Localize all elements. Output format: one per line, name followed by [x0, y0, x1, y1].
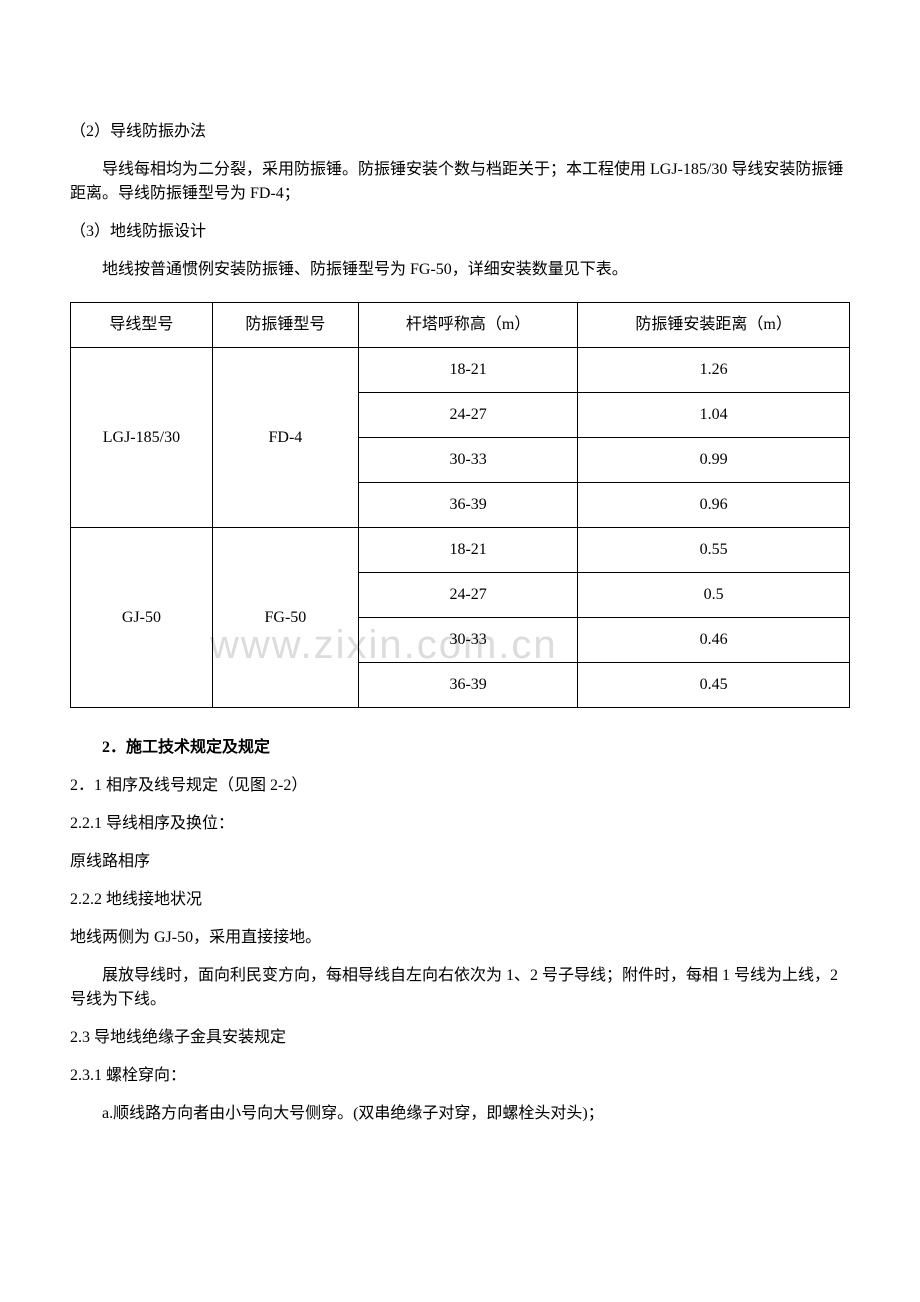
- table-cell-height: 30-33: [359, 438, 578, 483]
- table-header: 导线型号: [71, 303, 213, 348]
- table-cell-distance: 1.04: [578, 393, 850, 438]
- document-content: （2）导线防振办法 导线每相均为二分裂，采用防振锤。防振锤安装个数与档距关于；本…: [70, 120, 850, 1126]
- table-cell-distance: 0.5: [578, 573, 850, 618]
- table-cell-wire-model: LGJ-185/30: [71, 348, 213, 528]
- table-cell-height: 30-33: [359, 618, 578, 663]
- table-header: 防振锤安装距离（m）: [578, 303, 850, 348]
- damper-table: 导线型号 防振锤型号 杆塔呼称高（m） 防振锤安装距离（m） LGJ-185/3…: [70, 302, 850, 708]
- table-header-row: 导线型号 防振锤型号 杆塔呼称高（m） 防振锤安装距离（m）: [71, 303, 850, 348]
- paragraph-3-title: （3）地线防振设计: [70, 220, 850, 244]
- table-cell-damper-model: FD-4: [212, 348, 358, 528]
- section-2-3-1: 2.3.1 螺栓穿向：: [70, 1064, 850, 1088]
- paragraph-3-body: 地线按普通惯例安装防振锤、防振锤型号为 FG-50，详细安装数量见下表。: [70, 258, 850, 282]
- section-2-2-2b: 展放导线时，面向利民变方向，每相导线自左向右依次为 1、2 号子导线；附件时，每…: [70, 964, 850, 1012]
- table-cell-distance: 0.46: [578, 618, 850, 663]
- table-row: LGJ-185/30 FD-4 18-21 1.26: [71, 348, 850, 393]
- table-cell-height: 24-27: [359, 393, 578, 438]
- table-header: 防振锤型号: [212, 303, 358, 348]
- table-cell-distance: 0.96: [578, 483, 850, 528]
- table-cell-distance: 0.45: [578, 663, 850, 708]
- table-cell-distance: 0.55: [578, 528, 850, 573]
- table-cell-wire-model: GJ-50: [71, 528, 213, 708]
- table-cell-height: 18-21: [359, 348, 578, 393]
- section-2-2-1a: 原线路相序: [70, 850, 850, 874]
- section-2-2-1: 2.2.1 导线相序及换位：: [70, 812, 850, 836]
- section-2-3-1a: a.顺线路方向者由小号向大号侧穿。(双串绝缘子对穿，即螺栓头对头)；: [70, 1102, 850, 1126]
- table-cell-height: 24-27: [359, 573, 578, 618]
- table-cell-distance: 0.99: [578, 438, 850, 483]
- section-2-2-2a: 地线两侧为 GJ-50，采用直接接地。: [70, 926, 850, 950]
- table-cell-distance: 1.26: [578, 348, 850, 393]
- paragraph-2-body: 导线每相均为二分裂，采用防振锤。防振锤安装个数与档距关于；本工程使用 LGJ-1…: [70, 158, 850, 206]
- section-2-3: 2.3 导地线绝缘子金具安装规定: [70, 1026, 850, 1050]
- section-2-1: 2．1 相序及线号规定（见图 2-2）: [70, 774, 850, 798]
- table-cell-height: 36-39: [359, 663, 578, 708]
- section-2-title: 2．施工技术规定及规定: [70, 736, 850, 760]
- table-cell-damper-model: FG-50: [212, 528, 358, 708]
- table-cell-height: 36-39: [359, 483, 578, 528]
- table-header: 杆塔呼称高（m）: [359, 303, 578, 348]
- paragraph-2-title: （2）导线防振办法: [70, 120, 850, 144]
- table-cell-height: 18-21: [359, 528, 578, 573]
- table-row: GJ-50 FG-50 18-21 0.55: [71, 528, 850, 573]
- section-2-2-2: 2.2.2 地线接地状况: [70, 888, 850, 912]
